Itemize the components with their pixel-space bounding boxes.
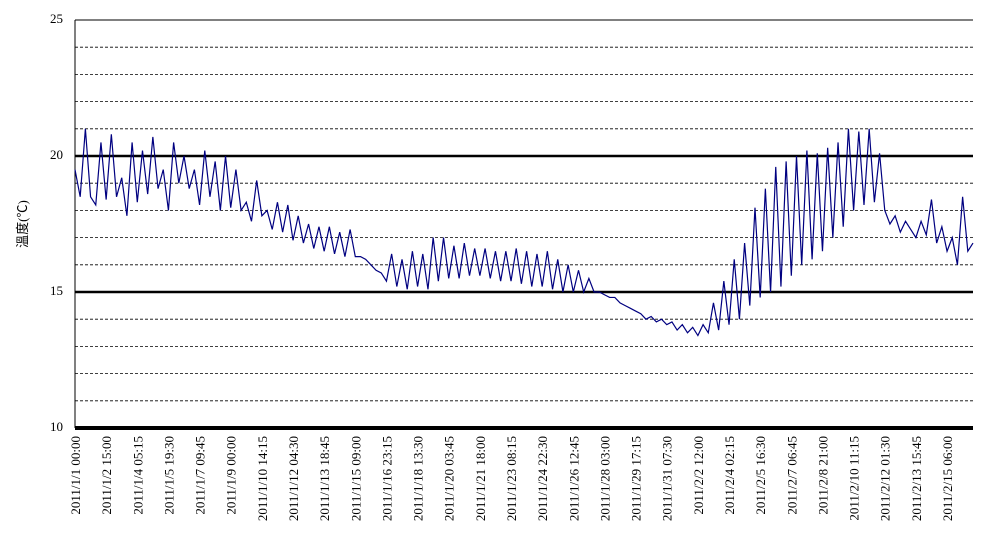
x-tick-label: 2011/1/29 17:15 xyxy=(629,436,644,521)
data-line xyxy=(74,128,974,337)
y-tick-label: 20 xyxy=(50,147,63,162)
x-tick-label: 2011/2/8 21:00 xyxy=(815,436,830,515)
x-tick-label: 2011/1/26 12:45 xyxy=(566,436,581,521)
x-tick-label: 2011/2/13 15:45 xyxy=(909,436,924,521)
x-tick-label: 2011/1/2 15:00 xyxy=(99,436,114,515)
x-tick-label: 2011/1/15 09:00 xyxy=(348,436,363,521)
x-tick-label: 2011/1/9 00:00 xyxy=(224,436,239,515)
y-tick-label: 10 xyxy=(50,419,63,434)
x-tick-label: 2011/1/5 19:30 xyxy=(161,436,176,515)
x-tick-label: 2011/1/13 18:45 xyxy=(317,436,332,521)
x-tick-label: 2011/2/5 16:30 xyxy=(753,436,768,515)
x-tick-label: 2011/2/12 01:30 xyxy=(878,436,893,521)
x-tick-label: 2011/1/31 07:30 xyxy=(660,436,675,521)
x-tick-label: 2011/1/20 03:45 xyxy=(442,436,457,521)
x-tick-label: 2011/1/18 13:30 xyxy=(411,436,426,521)
x-tick-label: 2011/1/7 09:45 xyxy=(193,436,208,515)
x-tick-label: 2011/2/2 12:00 xyxy=(691,436,706,515)
x-tick-label: 2011/1/21 18:00 xyxy=(473,436,488,521)
x-tick-label: 2011/1/23 08:15 xyxy=(504,436,519,521)
x-tick-label: 2011/2/15 06:00 xyxy=(940,436,955,521)
x-tick-label: 2011/1/12 04:30 xyxy=(286,436,301,521)
x-tick-label: 2011/1/28 03:00 xyxy=(597,436,612,521)
x-tick-label: 2011/1/1 00:00 xyxy=(68,436,83,515)
x-tick-label: 2011/1/16 23:15 xyxy=(379,436,394,521)
x-tick-label: 2011/1/10 14:15 xyxy=(255,436,270,521)
y-axis-label: 溫度(℃) xyxy=(15,200,30,248)
y-tick-label: 15 xyxy=(50,283,63,298)
x-tick-label: 2011/2/7 06:45 xyxy=(784,436,799,515)
x-tick-label: 2011/2/4 02:15 xyxy=(722,436,737,515)
x-tick-label: 2011/1/24 22:30 xyxy=(535,436,550,521)
x-tick-label: 2011/1/4 05:15 xyxy=(130,436,145,515)
x-tick-label: 2011/2/10 11:15 xyxy=(847,436,862,521)
y-tick-label: 25 xyxy=(50,11,63,26)
